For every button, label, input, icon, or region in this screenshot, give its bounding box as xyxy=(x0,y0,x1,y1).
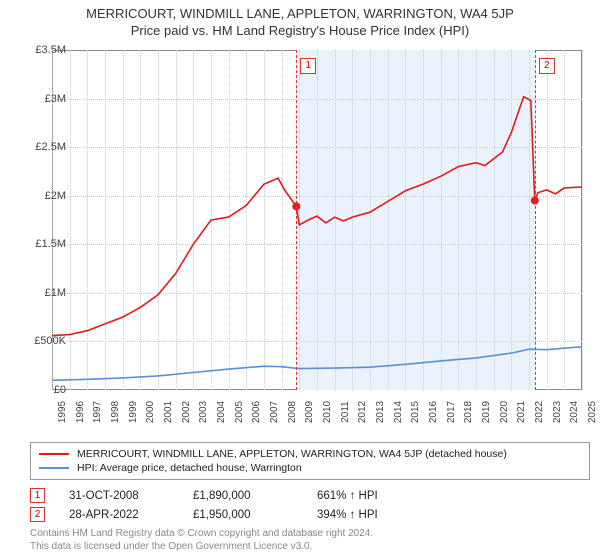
legend-swatch xyxy=(39,467,69,469)
sales-table: 1 31-OCT-2008 £1,890,000 661% ↑ HPI 2 28… xyxy=(30,486,590,524)
sale-pct: 394% ↑ HPI xyxy=(317,509,437,521)
sale-marker-icon: 2 xyxy=(30,507,45,522)
legend: MERRICOURT, WINDMILL LANE, APPLETON, WAR… xyxy=(30,442,590,480)
x-tick-label: 2023 xyxy=(552,401,563,423)
chart-container: MERRICOURT, WINDMILL LANE, APPLETON, WAR… xyxy=(0,0,600,560)
sale-price: £1,890,000 xyxy=(193,490,293,502)
y-tick-label: £2.5M xyxy=(35,141,66,153)
legend-row: MERRICOURT, WINDMILL LANE, APPLETON, WAR… xyxy=(39,447,581,461)
x-tick-label: 2008 xyxy=(287,401,298,423)
title-address: MERRICOURT, WINDMILL LANE, APPLETON, WAR… xyxy=(0,6,600,21)
x-tick-label: 2022 xyxy=(534,401,545,423)
x-tick-label: 1997 xyxy=(92,401,103,423)
marker-box: 2 xyxy=(539,58,555,74)
legend-label: HPI: Average price, detached house, Warr… xyxy=(77,462,302,474)
series-hpi xyxy=(52,347,582,381)
legend-label: MERRICOURT, WINDMILL LANE, APPLETON, WAR… xyxy=(77,448,507,460)
x-tick-label: 2010 xyxy=(322,401,333,423)
y-tick-label: £1M xyxy=(45,287,66,299)
x-tick-label: 2017 xyxy=(446,401,457,423)
x-tick-label: 2013 xyxy=(375,401,386,423)
footer: Contains HM Land Registry data © Crown c… xyxy=(30,528,373,553)
sale-price: £1,950,000 xyxy=(193,509,293,521)
subtitle: Price paid vs. HM Land Registry's House … xyxy=(0,23,600,38)
y-tick-label: £3.5M xyxy=(35,44,66,56)
x-tick-label: 2021 xyxy=(516,401,527,423)
x-tick-label: 1999 xyxy=(128,401,139,423)
series-merricourt xyxy=(52,97,582,336)
sale-pct: 661% ↑ HPI xyxy=(317,490,437,502)
sale-marker-icon: 1 xyxy=(30,488,45,503)
x-tick-label: 2025 xyxy=(587,401,598,423)
y-tick-label: £2M xyxy=(45,190,66,202)
x-tick-label: 2014 xyxy=(393,401,404,423)
x-tick-label: 2024 xyxy=(569,401,580,423)
x-tick-label: 2007 xyxy=(269,401,280,423)
x-tick-label: 2006 xyxy=(251,401,262,423)
x-tick-label: 2004 xyxy=(216,401,227,423)
x-tick-label: 2018 xyxy=(463,401,474,423)
x-tick-label: 2003 xyxy=(198,401,209,423)
x-tick-label: 2001 xyxy=(163,401,174,423)
x-tick-label: 1995 xyxy=(57,401,68,423)
x-tick-label: 2020 xyxy=(499,401,510,423)
footer-line-2: This data is licensed under the Open Gov… xyxy=(30,541,373,554)
x-tick-label: 2005 xyxy=(234,401,245,423)
x-tick-label: 2019 xyxy=(481,401,492,423)
x-tick-label: 2002 xyxy=(181,401,192,423)
marker-box: 1 xyxy=(300,58,316,74)
y-tick-label: £500K xyxy=(34,335,66,347)
footer-line-1: Contains HM Land Registry data © Crown c… xyxy=(30,528,373,541)
y-tick-label: £3M xyxy=(45,93,66,105)
x-tick-label: 1998 xyxy=(110,401,121,423)
y-tick-label: £1.5M xyxy=(35,238,66,250)
x-tick-label: 2000 xyxy=(145,401,156,423)
sale-date: 28-APR-2022 xyxy=(69,509,169,521)
legend-row: HPI: Average price, detached house, Warr… xyxy=(39,461,581,475)
x-tick-label: 1996 xyxy=(75,401,86,423)
sale-date: 31-OCT-2008 xyxy=(69,490,169,502)
y-tick-label: £0 xyxy=(54,384,66,396)
chart-plot-area: 12 xyxy=(52,50,582,390)
x-tick-label: 2012 xyxy=(357,401,368,423)
x-tick-label: 2016 xyxy=(428,401,439,423)
plot-svg xyxy=(52,50,582,390)
sale-row: 1 31-OCT-2008 £1,890,000 661% ↑ HPI xyxy=(30,486,590,505)
x-tick-label: 2015 xyxy=(410,401,421,423)
title-block: MERRICOURT, WINDMILL LANE, APPLETON, WAR… xyxy=(0,0,600,38)
x-tick-label: 2011 xyxy=(339,401,350,423)
sale-row: 2 28-APR-2022 £1,950,000 394% ↑ HPI xyxy=(30,505,590,524)
x-tick-label: 2009 xyxy=(304,401,315,423)
legend-swatch xyxy=(39,453,69,455)
